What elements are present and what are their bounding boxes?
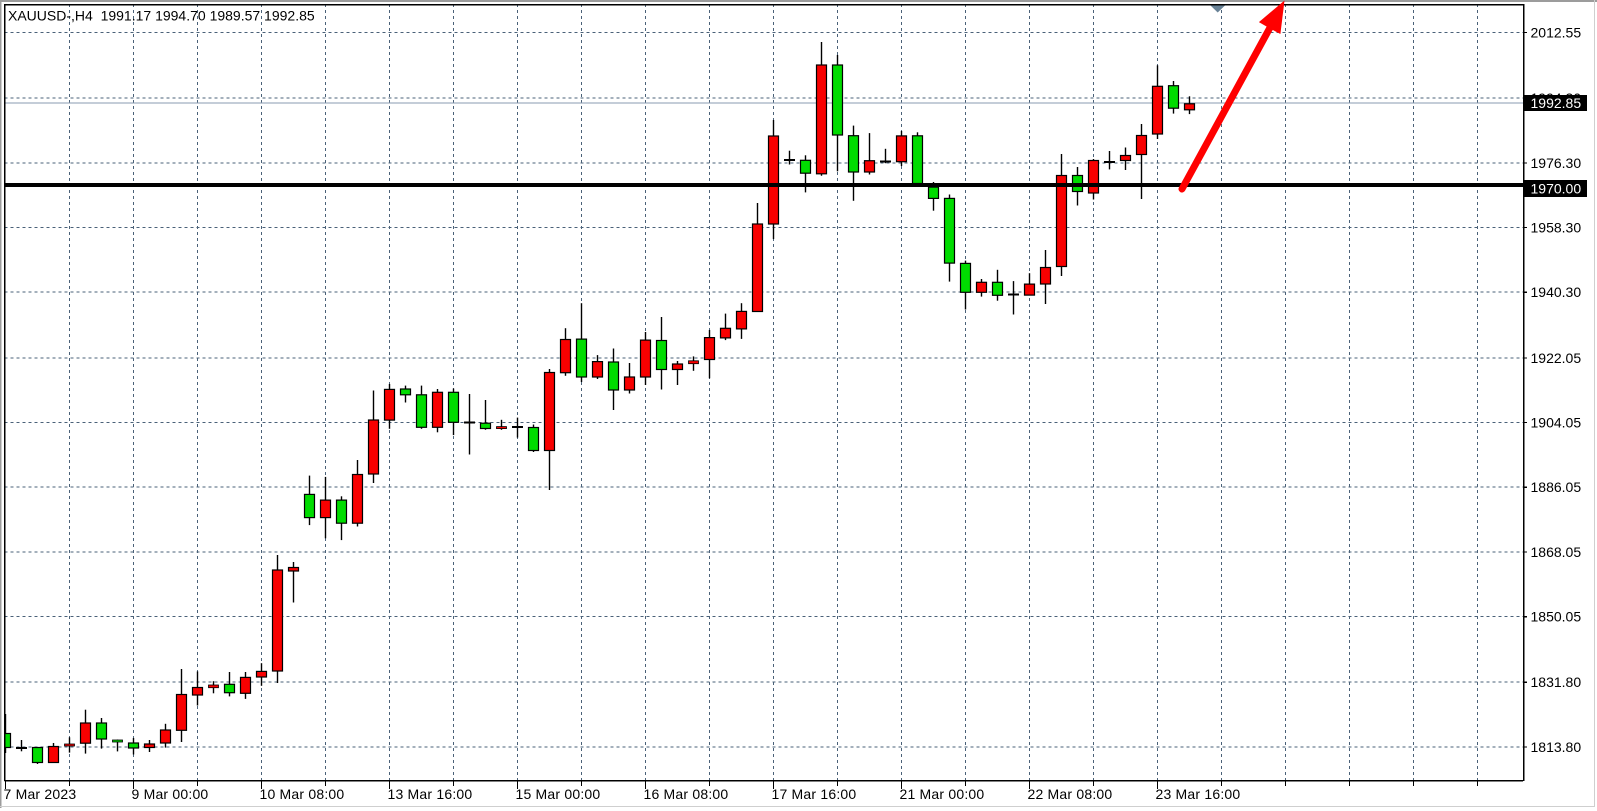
svg-text:1992.85: 1992.85 [1531,95,1582,111]
svg-text:17 Mar 16:00: 17 Mar 16:00 [772,786,857,802]
svg-text:1813.80: 1813.80 [1531,739,1582,755]
svg-text:1922.05: 1922.05 [1531,350,1582,366]
svg-text:1886.05: 1886.05 [1531,479,1582,495]
svg-text:15 Mar 00:00: 15 Mar 00:00 [516,786,601,802]
svg-text:2012.55: 2012.55 [1531,25,1582,41]
svg-text:22 Mar 08:00: 22 Mar 08:00 [1028,786,1113,802]
svg-text:1958.30: 1958.30 [1531,220,1582,236]
svg-text:1976.30: 1976.30 [1531,155,1582,171]
svg-text:XAUUSD-,H4 1991.17 1994.70 19: XAUUSD-,H4 1991.17 1994.70 1989.57 1992.… [8,8,315,24]
svg-text:1970.00: 1970.00 [1531,181,1582,197]
svg-text:1831.80: 1831.80 [1531,674,1582,690]
svg-text:7 Mar 2023: 7 Mar 2023 [4,786,77,802]
svg-text:1940.30: 1940.30 [1531,284,1582,300]
svg-text:1904.05: 1904.05 [1531,415,1582,431]
svg-text:21 Mar 00:00: 21 Mar 00:00 [900,786,985,802]
svg-text:13 Mar 16:00: 13 Mar 16:00 [388,786,473,802]
svg-text:1868.05: 1868.05 [1531,544,1582,560]
svg-text:16 Mar 08:00: 16 Mar 08:00 [644,786,729,802]
svg-text:10 Mar 08:00: 10 Mar 08:00 [260,786,345,802]
svg-text:23 Mar 16:00: 23 Mar 16:00 [1156,786,1241,802]
svg-text:9 Mar 00:00: 9 Mar 00:00 [132,786,209,802]
svg-text:1850.05: 1850.05 [1531,609,1582,625]
